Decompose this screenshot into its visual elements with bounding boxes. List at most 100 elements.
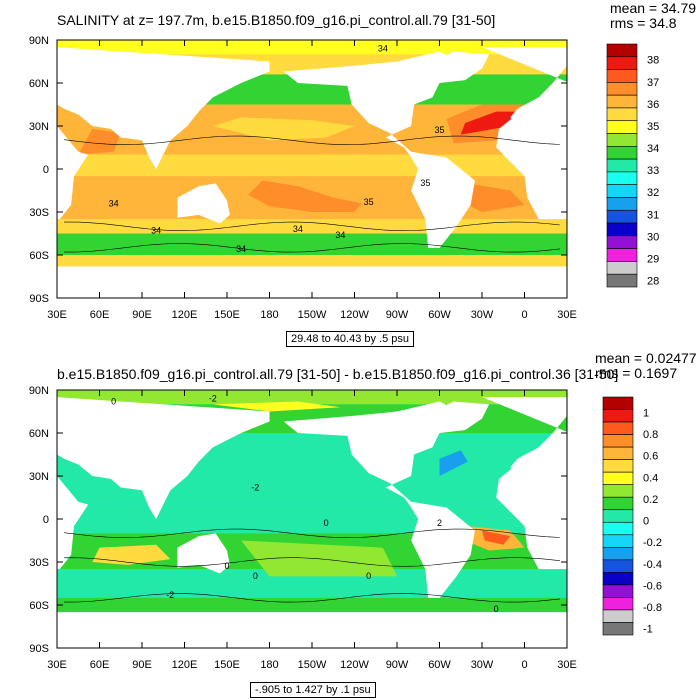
land-africaE [57, 126, 89, 220]
colorbar-swatch [602, 509, 634, 523]
colorbar-swatch [606, 107, 638, 122]
colorbar-swatch [602, 446, 634, 460]
colorbar-label: 0.6 [643, 451, 658, 463]
y-tick-label: 90N [29, 385, 49, 397]
colorbar-swatch [606, 248, 638, 262]
panel1-range: 29.48 to 40.43 by .5 psu [286, 331, 415, 347]
colorbar-swatch [606, 171, 638, 185]
x-tick-label: 0 [521, 659, 527, 671]
x-tick-label: 30E [557, 309, 577, 321]
colorbar-swatch [602, 584, 634, 598]
colorbar-swatch [606, 158, 638, 173]
contour-label: -2 [251, 482, 259, 492]
colorbar-swatch [606, 56, 638, 70]
land-greenland [432, 401, 490, 433]
y-tick-label: 60S [29, 250, 49, 262]
field-band [57, 233, 567, 255]
x-tick-label: 90W [386, 309, 409, 321]
contour-label: 35 [420, 178, 430, 188]
contour-label: 34 [151, 226, 161, 236]
high-salinity-patch [248, 180, 362, 212]
contour-label: 34 [293, 224, 303, 234]
x-tick-label: 30E [557, 659, 577, 671]
y-tick-label: 90N [29, 35, 49, 47]
x-tick-label: 150E [214, 309, 240, 321]
colorbar-swatch [606, 133, 638, 147]
land-antarctica [57, 266, 567, 298]
atlantic-max-patch [482, 530, 511, 545]
contour-label: 2 [437, 518, 442, 528]
colorbar-label: 0 [643, 516, 649, 528]
contour-line [64, 557, 560, 567]
x-tick-label: 120E [172, 309, 198, 321]
contour-label: 34 [109, 198, 119, 208]
x-tick-label: 150E [214, 659, 240, 671]
colorbar-swatch [602, 471, 634, 485]
colorbar-swatch [602, 409, 634, 423]
colorbar-label: 32 [647, 187, 659, 199]
x-tick-label: 30E [47, 659, 67, 671]
land-eurasiaW [57, 47, 270, 169]
land-africa [496, 117, 567, 220]
land-australia [177, 533, 230, 574]
panel2-title: b.e15.B1850.f09_g16.pi_control.all.79 [3… [57, 366, 619, 382]
contour-label: 0 [494, 604, 499, 614]
x-tick-label: 120E [172, 659, 198, 671]
colorbar-swatch [606, 209, 638, 224]
panel2-map [56, 389, 634, 649]
colorbar-swatch [606, 235, 638, 249]
panel2-range: -.905 to 1.427 by .1 psu [250, 682, 376, 698]
contour-line [64, 243, 560, 253]
contour-line [64, 528, 560, 538]
x-tick-label: 30W [471, 309, 494, 321]
panel1-field [57, 40, 567, 298]
colorbar-label: 35 [647, 121, 659, 133]
colorbar-swatch [602, 609, 634, 623]
contour-label: 0 [111, 396, 116, 406]
land-americas [283, 401, 475, 598]
land-greenland [432, 51, 490, 83]
colorbar-swatch [602, 421, 634, 435]
panel2-rms: rms = 0.1697 [595, 365, 678, 381]
x-tick-label: 30W [471, 659, 494, 671]
panel1-mean: mean = 34.79 [610, 0, 697, 16]
y-tick-label: 60N [29, 428, 49, 440]
y-tick-label: 60S [29, 600, 49, 612]
x-tick-label: 90W [386, 659, 409, 671]
contour-label: -2 [166, 590, 174, 600]
colorbar-label: 36 [647, 99, 659, 111]
contour-label: 34 [236, 244, 246, 254]
colorbar-label: 30 [647, 231, 659, 243]
y-tick-label: 30S [29, 207, 49, 219]
panel1-rms: rms = 34.8 [610, 15, 677, 31]
contour-label: 0 [366, 571, 371, 581]
colorbar-swatch [602, 597, 634, 611]
y-tick-label: 30N [29, 121, 49, 133]
x-tick-label: 90E [132, 309, 152, 321]
colorbar-label: 0.8 [643, 429, 658, 441]
x-tick-label: 150W [298, 659, 327, 671]
contour-line [64, 221, 560, 231]
x-tick-label: 0 [521, 309, 527, 321]
colorbar-swatch [606, 69, 638, 83]
colorbar-label: -0.8 [643, 602, 662, 614]
colorbar-swatch [602, 459, 634, 473]
x-tick-label: 60W [428, 309, 451, 321]
gulfstream-patch [439, 450, 468, 476]
colorbar-swatch [606, 184, 638, 198]
contour-label: 35 [364, 197, 374, 207]
field-band [57, 219, 567, 234]
panel1-map [56, 39, 638, 299]
x-tick-label: 60E [90, 309, 110, 321]
colorbar-swatch [606, 94, 638, 109]
colorbar-label: -1 [643, 624, 653, 636]
contour-label: 35 [434, 125, 444, 135]
colorbar-swatch [606, 197, 638, 211]
y-tick-label: 90S [29, 643, 49, 655]
contour-label: -2 [209, 393, 217, 403]
panel1-title: SALINITY at z= 197.7m, b.e15.B1850.f09_g… [57, 12, 496, 28]
contour-label: 0 [224, 561, 229, 571]
south-pacific-patch [241, 540, 397, 577]
colorbar-label: 29 [647, 254, 659, 266]
